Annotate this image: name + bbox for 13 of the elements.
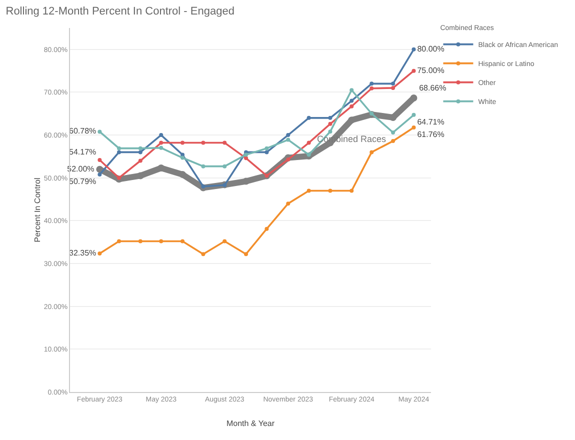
chart-title: Rolling 12-Month Percent In Control - Engaged bbox=[6, 5, 234, 18]
data-label: 61.76% bbox=[417, 130, 444, 140]
x-axis-title: Month & Year bbox=[226, 419, 275, 428]
data-label: 64.71% bbox=[417, 117, 444, 126]
data-label: 32.35% bbox=[69, 248, 96, 258]
data-label: 50.79% bbox=[69, 177, 96, 186]
data-label: 60.78% bbox=[69, 126, 96, 136]
data-label: 80.00% bbox=[417, 44, 444, 54]
data-label: 54.17% bbox=[69, 148, 96, 157]
data-label: 68.66% bbox=[419, 84, 446, 93]
y-axis-title: Percent In Control bbox=[32, 178, 42, 242]
data-label: 75.00% bbox=[417, 66, 444, 75]
data-label: 52.00% bbox=[67, 164, 94, 174]
